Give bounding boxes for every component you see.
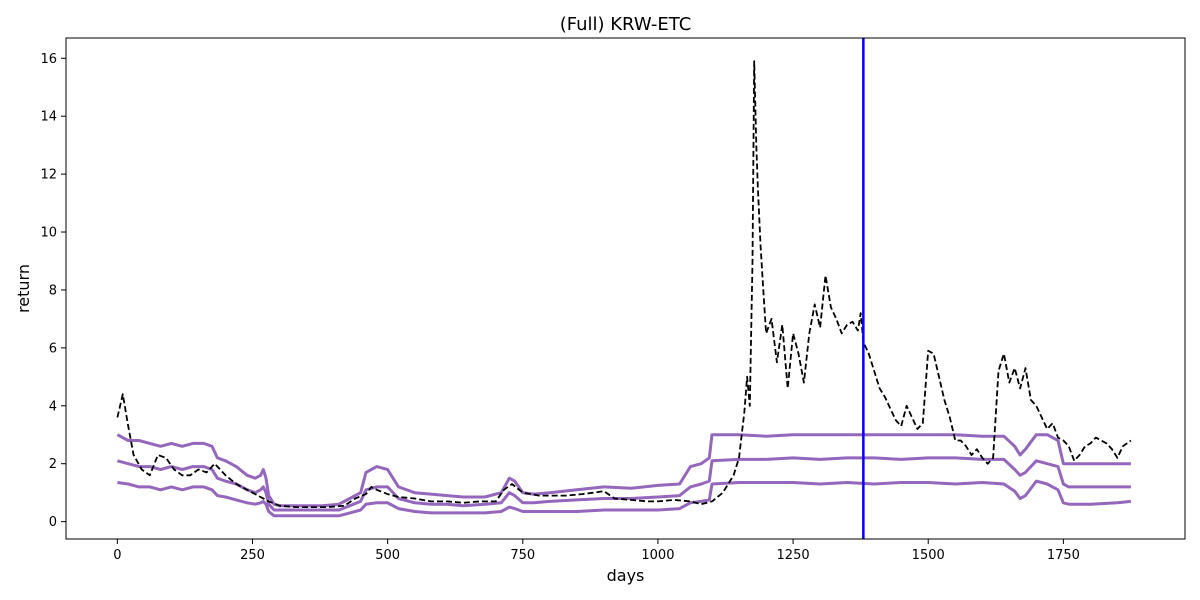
y-tick-label: 12 (40, 168, 57, 183)
price-series-line (116, 60, 1132, 508)
x-axis: 0 250 500 750 1000 1250 1500 1750 (113, 539, 1080, 563)
x-tick-label: 1000 (641, 548, 674, 563)
y-tick-label: 16 (40, 52, 57, 67)
y-tick-label: 2 (49, 457, 57, 472)
plot-frame (65, 37, 1186, 540)
x-tick-label: 1500 (912, 548, 945, 563)
plot-content (116, 38, 1132, 539)
y-axis: 0 2 4 6 8 10 12 14 16 (40, 52, 66, 530)
x-axis-label: days (607, 566, 645, 585)
chart-title: (Full) KRW-ETC (560, 14, 692, 35)
x-tick-label: 250 (240, 548, 265, 563)
y-axis-label: return (14, 264, 33, 313)
x-tick-label: 500 (375, 548, 400, 563)
y-tick-label: 6 (49, 341, 57, 356)
y-tick-label: 4 (49, 399, 57, 414)
x-tick-label: 1750 (1047, 548, 1080, 563)
y-tick-label: 10 (40, 226, 57, 241)
y-tick-label: 14 (40, 110, 57, 125)
band-series-line-3 (117, 479, 1132, 518)
y-tick-label: 8 (49, 283, 57, 298)
x-tick-label: 1250 (777, 548, 810, 563)
band-series-line-1 (116, 433, 1131, 508)
x-tick-label: 750 (510, 548, 535, 563)
x-tick-label: 0 (113, 548, 121, 563)
y-tick-label: 0 (49, 515, 57, 530)
